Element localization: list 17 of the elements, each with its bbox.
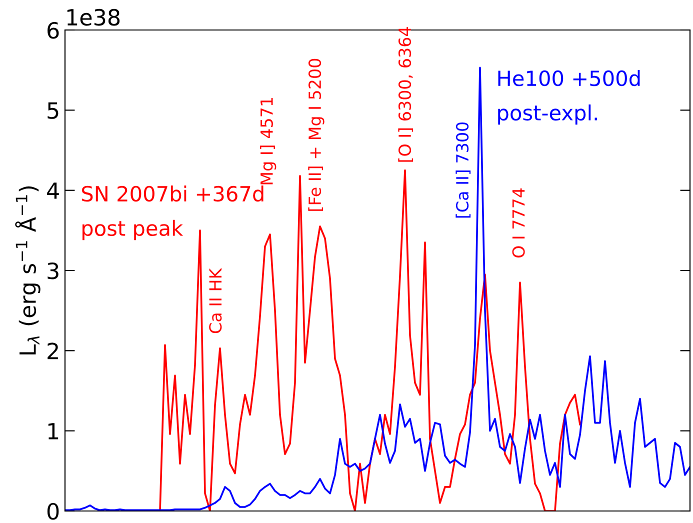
series-label: He100 +500d post-expl. <box>498 70 640 125</box>
y-tick-label: 0 <box>47 502 59 520</box>
y-tick-label: 1 <box>48 423 58 440</box>
annotation: O I 7774 <box>512 188 525 258</box>
y-tick-label: 6 <box>48 22 59 39</box>
y-tick-label: 4 <box>47 182 59 199</box>
annotation: Mg I] 4571 <box>260 98 276 184</box>
annotation: [Fe II] + Mg I 5200 <box>308 58 324 211</box>
y-axis-title: L$_{λ}$ (erg s$^{−1}$ Å$^{−1}$) <box>15 186 40 354</box>
series-label: SN 2007bi +367d post peak <box>82 185 264 240</box>
text: 1e38 <box>67 8 120 26</box>
annotation: [Ca II] 7300 <box>456 122 471 218</box>
annotation: [O I] 6300, 6364 <box>398 27 414 162</box>
y-tick-label: 2 <box>48 342 58 360</box>
annotation: Ca II HK <box>209 268 222 334</box>
y-tick-label: 5 <box>48 102 58 119</box>
y-tick-label: 3 <box>48 262 58 280</box>
